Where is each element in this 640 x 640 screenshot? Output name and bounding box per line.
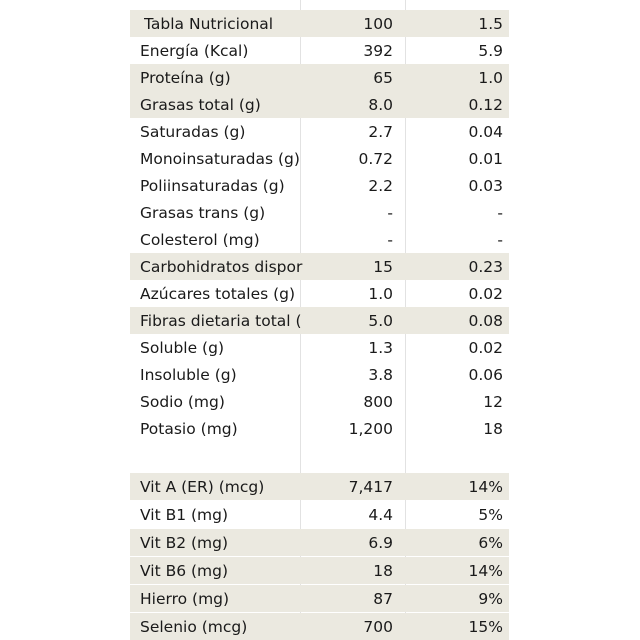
- table-row: Grasas trans (g) - -: [130, 199, 509, 226]
- row-label: Carbohidratos dispor: [140, 257, 303, 276]
- row-value-1-5: 0.08: [468, 311, 503, 330]
- row-value-1-5: 5%: [478, 505, 503, 524]
- row-label: Colesterol (mg): [140, 230, 260, 249]
- row-label: Grasas total (g): [140, 95, 261, 114]
- row-value-100: 1.0: [368, 284, 393, 303]
- row-value-1-5: 6%: [478, 533, 503, 552]
- row-value-100: 1.3: [368, 338, 393, 357]
- row-value-100: 0.72: [358, 149, 393, 168]
- row-label: Potasio (mg): [140, 419, 238, 438]
- header-col-100: 100: [363, 14, 393, 33]
- row-value-100: 2.2: [368, 176, 393, 195]
- row-value-100: 65: [373, 68, 393, 87]
- row-label: Saturadas (g): [140, 122, 246, 141]
- table-row: Saturadas (g) 2.7 0.04: [130, 118, 509, 145]
- row-value-100: 3.8: [368, 365, 393, 384]
- table-row: Vit B1 (mg) 4.4 5%: [130, 501, 509, 528]
- table-row: Insoluble (g) 3.8 0.06: [130, 361, 509, 388]
- row-value-100: 7,417: [348, 477, 393, 496]
- row-value-1-5: -: [497, 230, 503, 249]
- row-label: Insoluble (g): [140, 365, 237, 384]
- row-value-1-5: 0.06: [468, 365, 503, 384]
- row-label: Selenio (mcg): [140, 617, 248, 636]
- table-row: Proteína (g) 65 1.0: [130, 64, 509, 91]
- table-row: Vit A (ER) (mcg) 7,417 14%: [130, 473, 509, 500]
- row-value-100: 6.9: [368, 533, 393, 552]
- table-row: Energía (Kcal) 392 5.9: [130, 37, 509, 64]
- table-row: Potasio (mg) 1,200 18: [130, 415, 509, 442]
- row-value-1-5: -: [497, 203, 503, 222]
- row-label: Fibras dietaria total (: [140, 311, 302, 330]
- table-row: Colesterol (mg) - -: [130, 226, 509, 253]
- row-label: Proteína (g): [140, 68, 231, 87]
- row-value-100: 5.0: [368, 311, 393, 330]
- table-row: Selenio (mcg) 700 15%: [130, 613, 509, 640]
- row-value-1-5: 0.02: [468, 338, 503, 357]
- row-value-100: 700: [363, 617, 393, 636]
- table-row: Grasas total (g) 8.0 0.12: [130, 91, 509, 118]
- row-value-100: 1,200: [348, 419, 393, 438]
- table-row: Carbohidratos dispor 15 0.23: [130, 253, 509, 280]
- row-value-100: -: [387, 203, 393, 222]
- row-value-1-5: 9%: [478, 589, 503, 608]
- row-label: Vit B6 (mg): [140, 561, 229, 580]
- row-label: Vit B1 (mg): [140, 505, 229, 524]
- row-value-1-5: 0.04: [468, 122, 503, 141]
- row-value-1-5: 18: [483, 419, 503, 438]
- table-row: Vit B6 (mg) 18 14%: [130, 557, 509, 584]
- row-value-100: 87: [373, 589, 393, 608]
- row-value-1-5: 14%: [468, 561, 503, 580]
- header-col-1-5: 1.5: [478, 14, 503, 33]
- table-row: Sodio (mg) 800 12: [130, 388, 509, 415]
- row-label: Energía (Kcal): [140, 41, 249, 60]
- table-row: Monoinsaturadas (g) 0.72 0.01: [130, 145, 509, 172]
- row-label: Azúcares totales (g): [140, 284, 296, 303]
- row-value-1-5: 1.0: [478, 68, 503, 87]
- header-row: Tabla Nutricional 100 1.5: [130, 10, 509, 37]
- row-label: Monoinsaturadas (g): [140, 149, 300, 168]
- row-label: Grasas trans (g): [140, 203, 266, 222]
- row-value-1-5: 15%: [468, 617, 503, 636]
- row-label: Sodio (mg): [140, 392, 225, 411]
- row-value-1-5: 0.02: [468, 284, 503, 303]
- table-row: Hierro (mg) 87 9%: [130, 585, 509, 612]
- table-row: Poliinsaturadas (g) 2.2 0.03: [130, 172, 509, 199]
- table-row: Vit B2 (mg) 6.9 6%: [130, 529, 509, 556]
- row-value-100: 2.7: [368, 122, 393, 141]
- header-label: Tabla Nutricional: [144, 14, 274, 33]
- row-label: Vit A (ER) (mcg): [140, 477, 265, 496]
- row-label: Soluble (g): [140, 338, 224, 357]
- row-value-100: 4.4: [368, 505, 393, 524]
- row-value-100: 392: [363, 41, 393, 60]
- row-value-1-5: 0.12: [468, 95, 503, 114]
- table-row: Azúcares totales (g) 1.0 0.02: [130, 280, 509, 307]
- row-value-100: 800: [363, 392, 393, 411]
- row-value-100: 15: [373, 257, 393, 276]
- row-label: Poliinsaturadas (g): [140, 176, 285, 195]
- row-value-100: 18: [373, 561, 393, 580]
- row-value-1-5: 5.9: [478, 41, 503, 60]
- row-value-1-5: 12: [483, 392, 503, 411]
- row-value-1-5: 0.03: [468, 176, 503, 195]
- row-label: Vit B2 (mg): [140, 533, 229, 552]
- row-label: Hierro (mg): [140, 589, 230, 608]
- row-value-100: 8.0: [368, 95, 393, 114]
- row-value-100: -: [387, 230, 393, 249]
- table-row: Soluble (g) 1.3 0.02: [130, 334, 509, 361]
- table-row: Fibras dietaria total ( 5.0 0.08: [130, 307, 509, 334]
- row-value-1-5: 14%: [468, 477, 503, 496]
- row-value-1-5: 0.01: [468, 149, 503, 168]
- row-value-1-5: 0.23: [468, 257, 503, 276]
